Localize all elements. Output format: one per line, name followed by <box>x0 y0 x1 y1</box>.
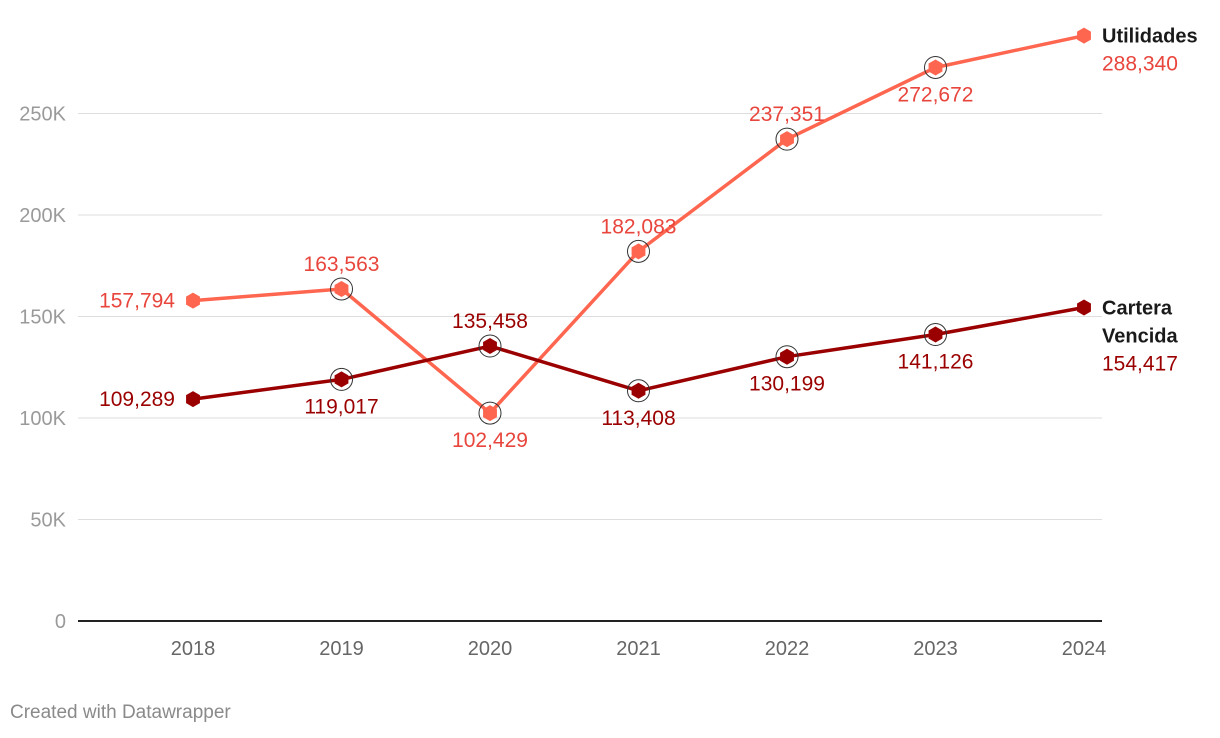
data-label: 154,417 <box>1102 353 1178 376</box>
data-point <box>186 391 200 408</box>
data-point-halo <box>330 277 353 301</box>
data-label: 113,408 <box>601 407 675 430</box>
data-point <box>928 59 943 76</box>
x-tick-label: 2022 <box>765 638 810 660</box>
credit-text: Created with Datawrapper <box>10 702 231 723</box>
data-point-halo <box>924 323 947 347</box>
data-point-halo <box>627 239 650 263</box>
data-point <box>1077 299 1091 316</box>
data-point <box>1077 27 1091 44</box>
data-point-halo <box>775 127 799 151</box>
data-point <box>631 243 646 260</box>
data-label: 157,794 <box>99 290 175 313</box>
y-tick-label: 250K <box>19 104 66 126</box>
data-point <box>780 348 794 365</box>
data-point <box>483 405 497 422</box>
x-tick-label: 2024 <box>1062 638 1107 660</box>
data-label: 288,340 <box>1102 53 1178 76</box>
data-point <box>780 131 794 148</box>
series-name-label: Cartera <box>1102 298 1173 320</box>
data-point <box>186 292 200 309</box>
y-tick-label: 50K <box>30 510 66 532</box>
y-tick-label: 200K <box>19 205 66 227</box>
data-label: 135,458 <box>452 310 528 333</box>
data-point-halo <box>478 334 502 358</box>
series-name-label: Vencida <box>1102 326 1178 348</box>
x-tick-label: 2019 <box>319 638 364 660</box>
data-label: 272,672 <box>898 83 974 106</box>
data-label: 109,289 <box>99 388 175 411</box>
data-label: 141,126 <box>898 351 974 374</box>
data-point-halo <box>330 367 353 391</box>
data-point <box>334 371 349 388</box>
series-name-label: Utilidades <box>1102 26 1198 48</box>
data-label: 130,199 <box>749 373 825 396</box>
data-label: 119,017 <box>304 395 378 418</box>
data-point-halo <box>478 401 502 425</box>
y-tick-label: 0 <box>55 611 66 633</box>
y-tick-label: 150K <box>19 307 66 329</box>
data-point <box>334 280 349 297</box>
data-label: 182,083 <box>601 215 677 238</box>
data-point <box>631 382 646 399</box>
data-label: 163,563 <box>304 253 380 276</box>
data-point <box>928 326 943 343</box>
data-label: 237,351 <box>749 103 825 126</box>
data-label: 102,429 <box>452 429 528 452</box>
x-tick-label: 2023 <box>913 638 958 660</box>
data-point-halo <box>924 55 947 79</box>
data-point-halo <box>775 345 799 369</box>
data-point-halo <box>627 379 650 403</box>
y-tick-label: 100K <box>19 408 66 430</box>
data-point <box>483 338 497 355</box>
x-tick-label: 2018 <box>171 638 216 660</box>
x-tick-label: 2020 <box>468 638 513 660</box>
x-tick-label: 2021 <box>616 638 661 660</box>
